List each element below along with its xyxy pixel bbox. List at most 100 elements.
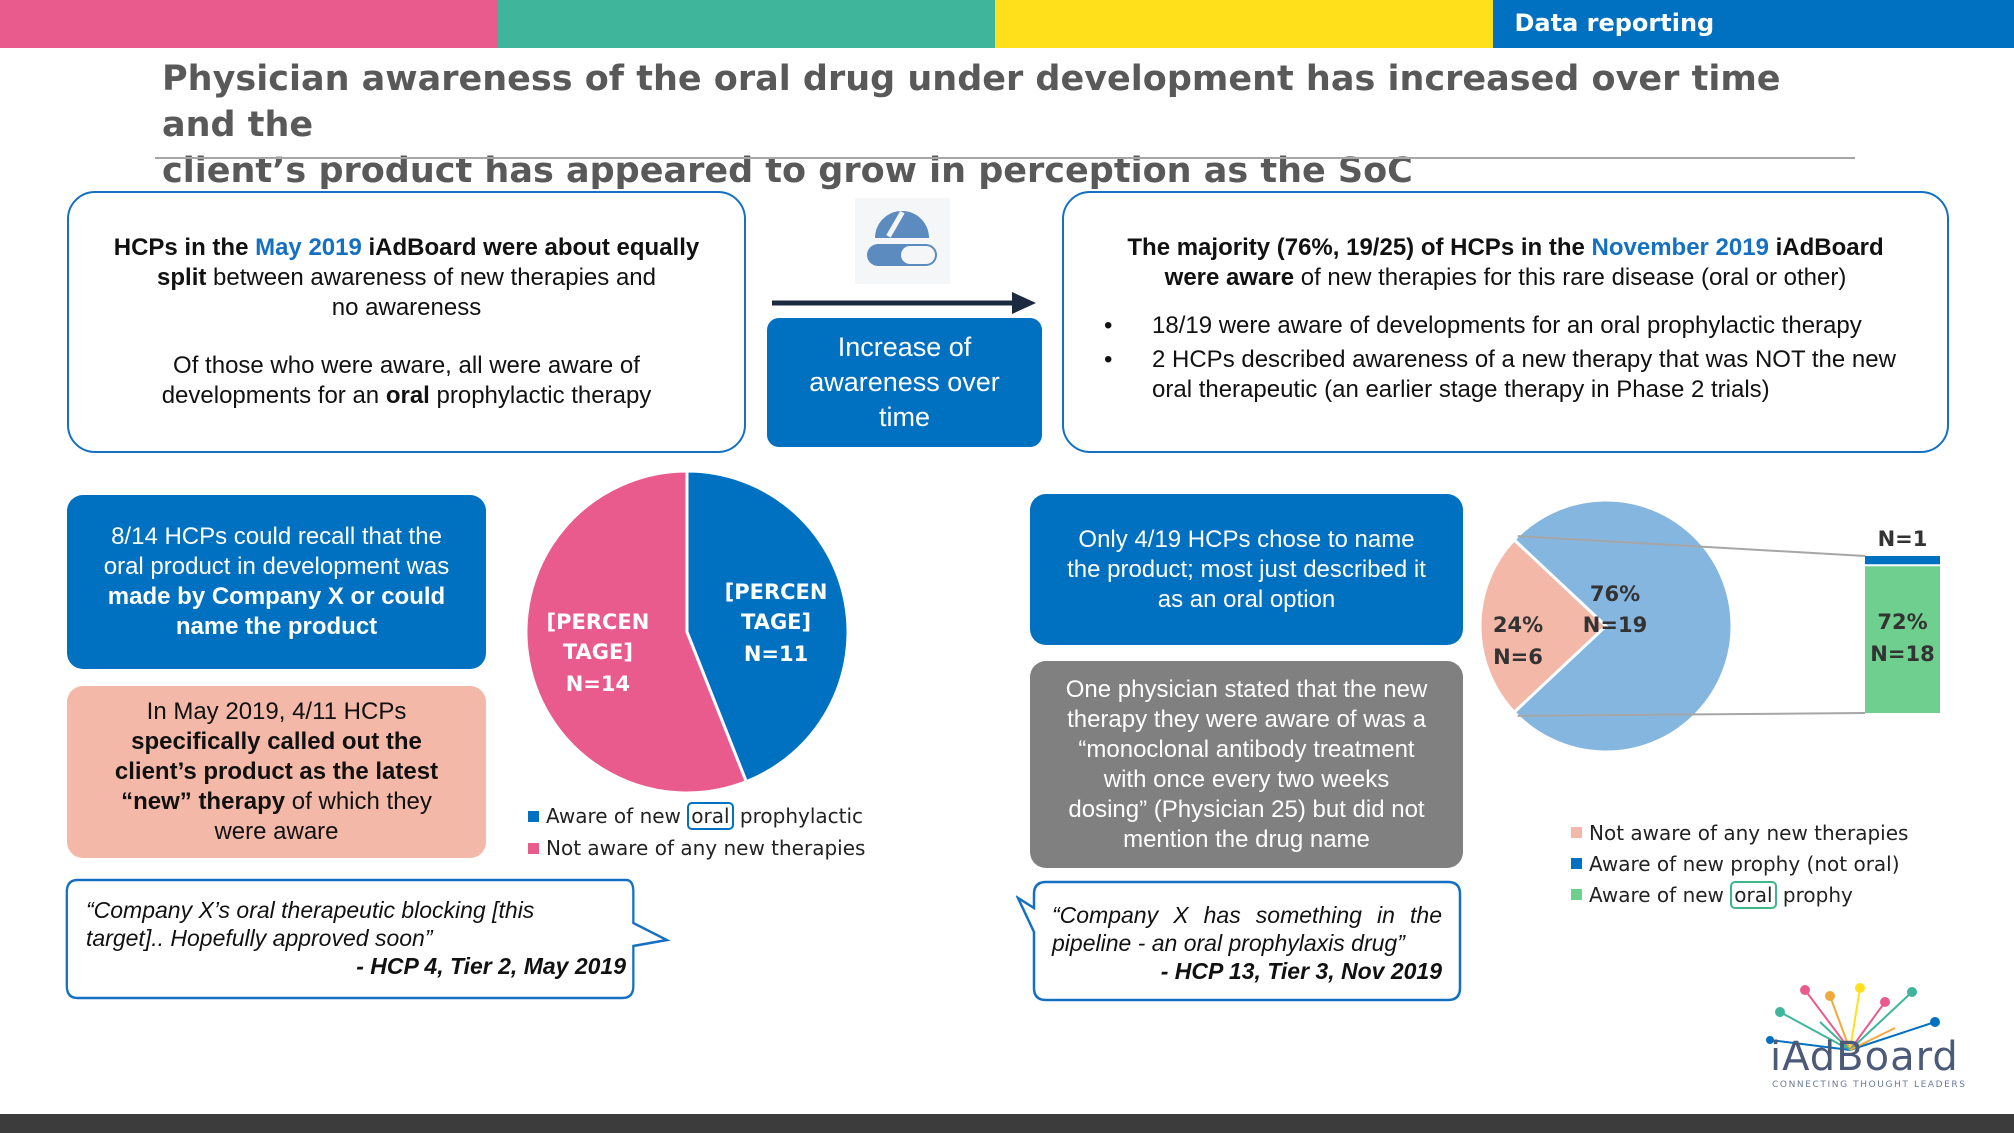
connector-line xyxy=(1517,535,1866,557)
logo-text: iAdBoard xyxy=(1770,1034,1959,1080)
may-quote: “Company X’s oral therapeutic blocking [… xyxy=(86,896,626,980)
pie-slice-label: [PERCEN xyxy=(547,610,650,634)
pie-slice-value: N=6 xyxy=(1493,645,1543,669)
title-divider xyxy=(155,157,1855,159)
nov-quote-text: “Company X has something in the xyxy=(1052,902,1442,928)
legend-swatch xyxy=(528,810,539,822)
pie-slice xyxy=(1480,537,1609,715)
nov-quote-attribution: - HCP 13, Tier 3, Nov 2019 xyxy=(1160,958,1442,984)
connector-line xyxy=(1517,712,1866,717)
may-summary-line-2: split between awareness of new therapies… xyxy=(157,263,656,293)
pie-slice-label: TAGE] xyxy=(563,640,633,664)
may-summary-line-4: Of those who were aware, all were aware … xyxy=(173,352,640,379)
legend-text: Aware of new xyxy=(546,804,688,828)
section-tag: Data reporting xyxy=(1492,0,2014,48)
pie-slice xyxy=(685,470,850,784)
nov-physician-text: mention the drug name xyxy=(1123,825,1370,853)
nov-summary-line-2: were aware of new therapies for this rar… xyxy=(1084,263,1927,293)
may-callout-text: “new” therapy xyxy=(121,788,286,815)
may-recall-text: oral product in development was xyxy=(103,553,450,580)
may-summary-text: iAdBoard were about equally xyxy=(361,234,700,261)
nov-physician-text: therapy they were aware of was a xyxy=(1067,705,1426,733)
legend-oral-highlight: oral xyxy=(687,802,734,830)
may-recall-text: made by Company X or could xyxy=(107,583,446,610)
increase-awareness-label: Increase of awareness over time xyxy=(767,318,1042,447)
may-summary-line-5: developments for an oral prophylactic th… xyxy=(162,381,652,411)
may-summary-box: HCPs in the May 2019 iAdBoard were about… xyxy=(67,191,746,453)
nov-physician-text: dosing” (Physician 25) but did not xyxy=(1068,795,1425,823)
bar-segment xyxy=(1865,556,1940,565)
nov-summary-text: iAdBoard xyxy=(1768,234,1884,261)
nov-quote-text: pipeline - an oral prophylaxis drug” xyxy=(1052,930,1405,956)
nov-quote: “Company X has something in the pipeline… xyxy=(1052,901,1442,985)
may-summary-text: developments for an xyxy=(161,382,386,409)
may-summary-text: oral xyxy=(385,382,430,409)
bullet-icon: • xyxy=(1104,312,1113,339)
pie-slice-label: 76% xyxy=(1590,582,1640,606)
pie-slice-value: N=11 xyxy=(744,642,808,666)
may-callout-text: specifically called out the xyxy=(131,728,422,755)
nov-summary-box: The majority (76%, 19/25) of HCPs in the… xyxy=(1062,191,1949,453)
nov-bullet-1: • 18/19 were aware of developments for a… xyxy=(1084,311,1927,341)
pie-slice-label: TAGE] xyxy=(741,610,811,634)
may-summary-text: prophylactic therapy xyxy=(429,382,652,409)
nov-physician-box: One physician stated that the new therap… xyxy=(1030,661,1463,868)
legend-text: Aware of new xyxy=(1589,882,1731,907)
bullet-icon: • xyxy=(1104,346,1113,373)
may-quote-text: “Company X’s oral therapeutic blocking [… xyxy=(86,897,535,923)
legend-text: Aware of new prophy (not oral) xyxy=(1589,851,1900,876)
nov-legend: Not aware of any new therapies Aware of … xyxy=(1571,817,1908,910)
nov-legend-item-not-aware: Not aware of any new therapies xyxy=(1571,817,1908,848)
bar-segment xyxy=(1865,566,1940,713)
top-color-bar: Data reporting xyxy=(0,0,2014,48)
may-pie-chart: [PERCEN TAGE] N=11 [PERCEN TAGE] N=14 xyxy=(524,470,850,795)
logo-burst-icon xyxy=(1766,983,1940,1051)
legend-oral-highlight: oral xyxy=(1730,880,1777,909)
may-date-highlight: May 2019 xyxy=(255,234,362,261)
may-callout-text: of which they xyxy=(285,788,432,815)
may-summary-text: between awareness of new therapies and xyxy=(206,264,656,291)
nov-summary-text: The majority (76%, 19/25) of HCPs in the xyxy=(1127,234,1592,261)
pie-slice-label: 24% xyxy=(1493,613,1543,637)
title-line-2: client’s product has appeared to grow in… xyxy=(162,151,1413,191)
page-title: Physician awareness of the oral drug und… xyxy=(162,56,1862,194)
nov-summary-text: were aware xyxy=(1164,264,1295,291)
legend-swatch xyxy=(1571,889,1582,900)
may-legend-item-aware: Aware of new oral prophylactic xyxy=(528,800,865,832)
legend-text: Not aware of any new therapies xyxy=(546,836,866,860)
may-summary-line-3: no awareness xyxy=(331,294,482,321)
may-recall-text: name the product xyxy=(175,613,378,640)
legend-swatch xyxy=(528,842,539,854)
nov-physician-text: “monoclonal antibody treatment xyxy=(1078,735,1415,763)
nov-name-box: Only 4/19 HCPs chose to name the product… xyxy=(1030,494,1463,645)
legend-text: prophylactic xyxy=(733,804,864,828)
may-legend-item-not-aware: Not aware of any new therapies xyxy=(528,832,865,864)
may-quote-bubble xyxy=(65,878,671,1000)
nov-name-text: Only 4/19 HCPs chose to name xyxy=(1078,525,1415,553)
logo-tagline: CONNECTING THOUGHT LEADERS xyxy=(1772,1080,1967,1090)
bar-segment-pink xyxy=(0,0,498,48)
may-callout-text: client’s product as the latest xyxy=(114,758,439,785)
legend-text: prophy xyxy=(1776,882,1853,907)
nov-legend-item-not-oral: Aware of new prophy (not oral) xyxy=(1571,848,1908,879)
may-quote-text: target].. Hopefully approved soon” xyxy=(86,925,433,951)
pie-slice-value: N=19 xyxy=(1583,613,1647,637)
bar-segment-value: N=1 xyxy=(1878,527,1928,551)
pie-slice-label: [PERCEN xyxy=(725,580,828,604)
bar-segment-yellow xyxy=(995,0,1493,48)
may-summary-text: split xyxy=(157,264,207,291)
may-summary-text: HCPs in the xyxy=(113,234,256,261)
nov-name-text: as an oral option xyxy=(1157,585,1336,613)
title-line-1: Physician awareness of the oral drug und… xyxy=(162,59,1781,145)
pie-slice xyxy=(1512,498,1734,754)
may-callout-box: In May 2019, 4/11 HCPs specifically call… xyxy=(67,686,486,858)
nov-bullet-text: 2 HCPs described awareness of a new ther… xyxy=(1152,346,1896,373)
nov-bullet-2: • 2 HCPs described awareness of a new th… xyxy=(1084,345,1927,405)
nov-date-highlight: November 2019 xyxy=(1591,234,1769,261)
legend-text: Not aware of any new therapies xyxy=(1589,820,1909,845)
nov-physician-text: with once every two weeks xyxy=(1103,765,1390,793)
nov-summary-line-1: The majority (76%, 19/25) of HCPs in the… xyxy=(1084,233,1927,263)
nov-physician-text: One physician stated that the new xyxy=(1065,675,1428,703)
iadboard-logo: iAdBoard CONNECTING THOUGHT LEADERS xyxy=(1730,982,1980,1092)
pie-slice xyxy=(524,470,749,795)
